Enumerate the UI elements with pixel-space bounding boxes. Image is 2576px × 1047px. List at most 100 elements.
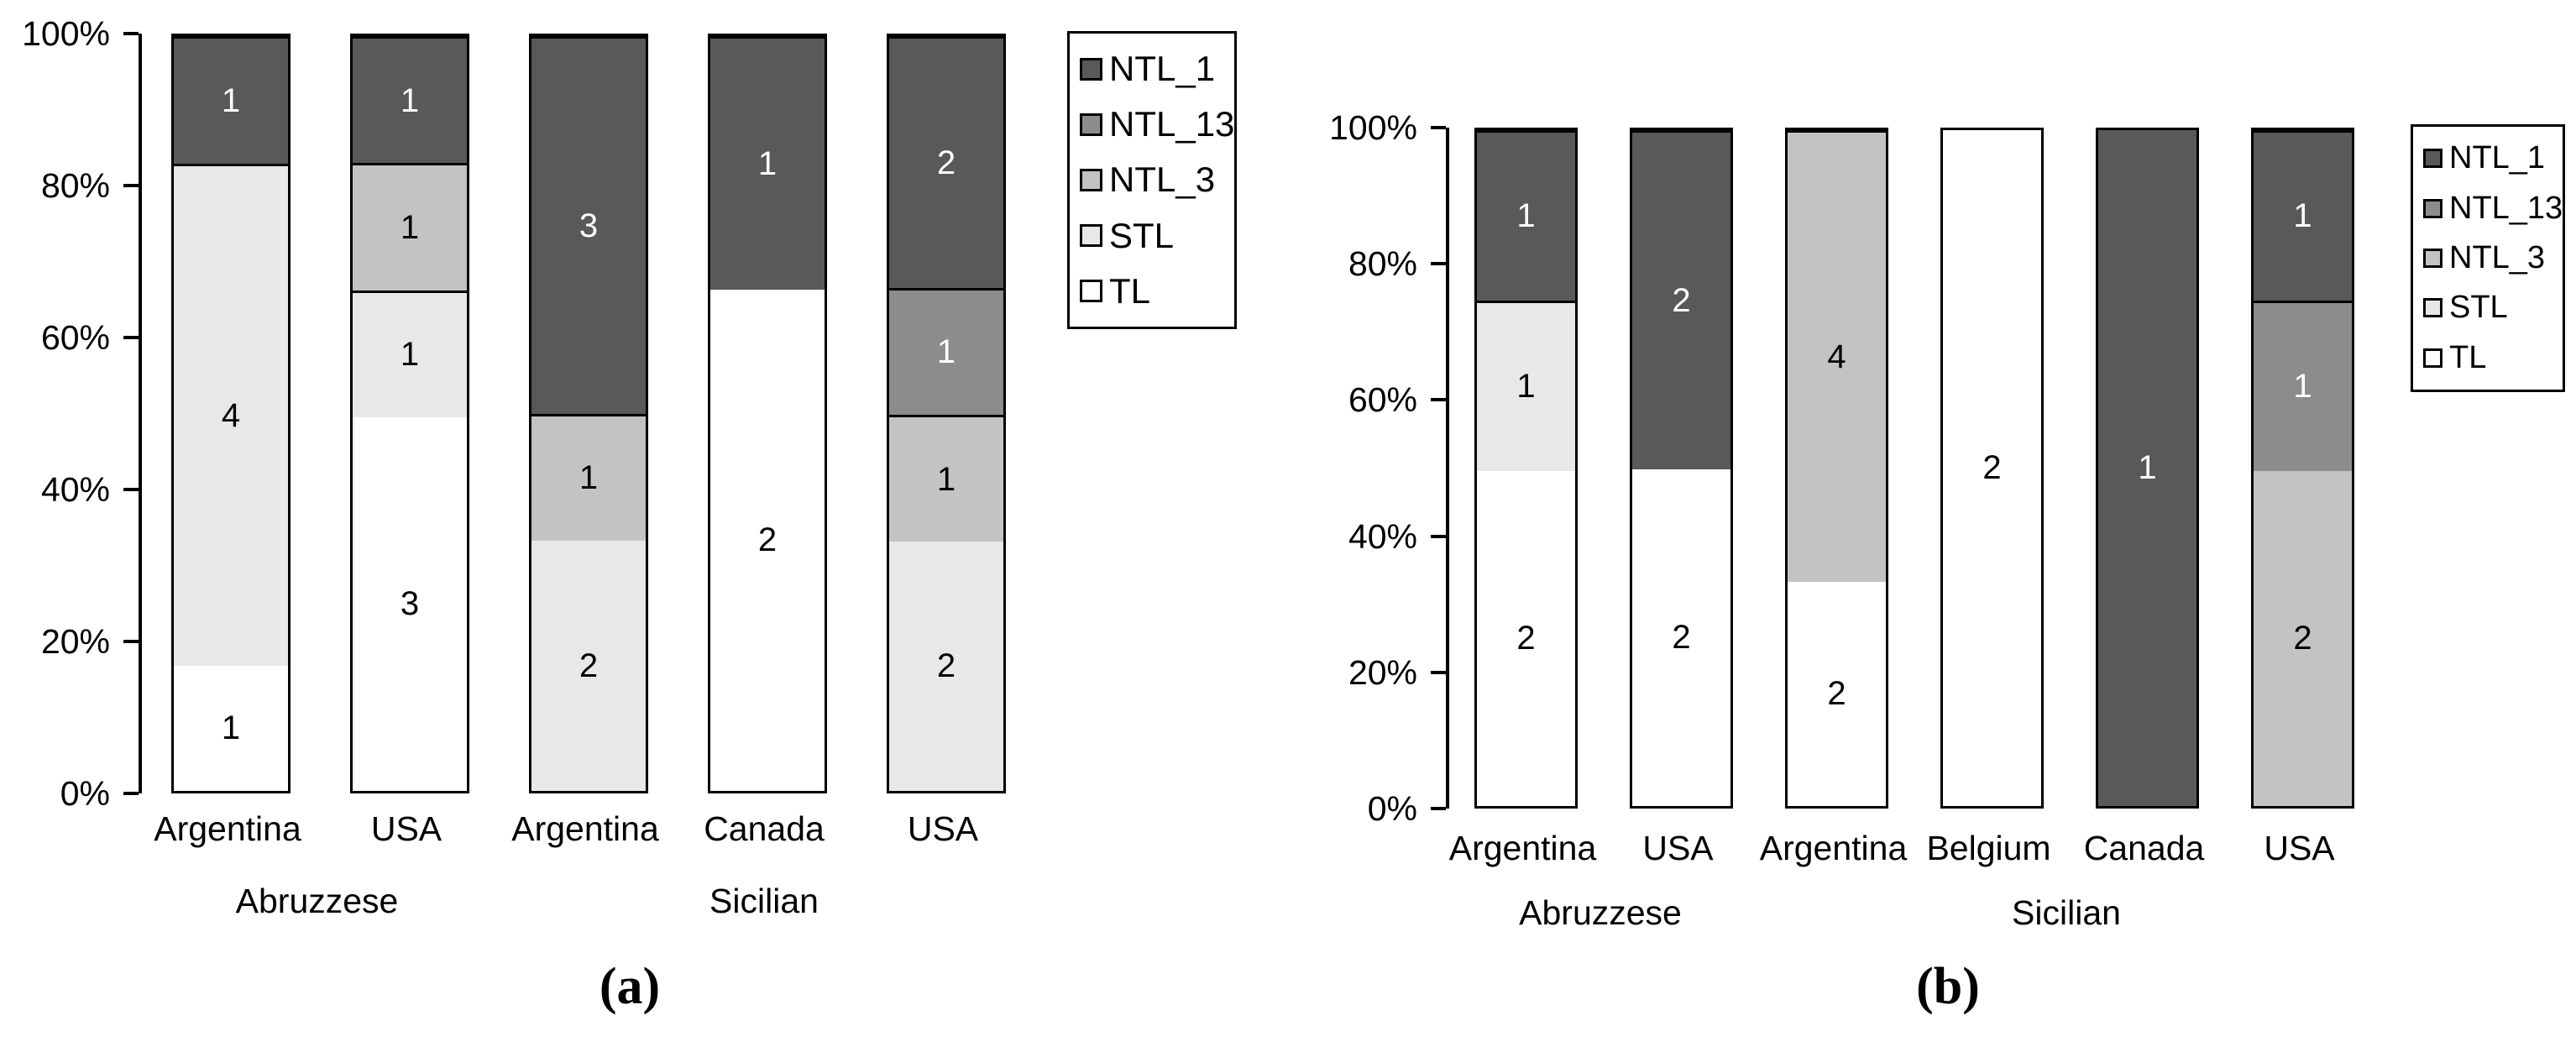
legend-item-NTL_13: NTL_13	[1080, 104, 1234, 144]
y-axis-tick	[1431, 534, 1446, 538]
legend-label: NTL_3	[1109, 160, 1216, 200]
segment-NTL_3: 2	[2254, 470, 2352, 806]
segment-NTL_1: 1	[1477, 130, 1575, 301]
segment-value-label: 2	[579, 647, 599, 684]
legend-item-NTL_1: NTL_1	[2423, 140, 2563, 176]
chart-b: 2 1 1 2 2 2 4 2 1 2 1 1 0% 20% 40% 60% 80% 100% Argentina U…	[1293, 0, 2576, 1047]
segment-NTL_3: 1	[889, 415, 1003, 542]
segment-value-label: 1	[1516, 368, 1536, 406]
x-category-label-argentina: Argentina	[1759, 829, 1908, 867]
segment-value-label: 2	[936, 144, 956, 181]
y-tick-label: 20%	[40, 622, 110, 661]
legend-label: NTL_1	[2449, 140, 2546, 176]
segment-value-label: 2	[1516, 619, 1536, 657]
legend-label: NTL_13	[2449, 190, 2563, 226]
segment-value-label: 2	[1672, 282, 1691, 319]
caption-a: (a)	[599, 958, 661, 1015]
legend-item-STL: STL	[2423, 290, 2563, 326]
segment-STL: 1	[1477, 300, 1575, 471]
y-axis-tick	[1431, 126, 1446, 129]
y-tick-label: 60%	[40, 318, 110, 357]
group-label-sicilian: Sicilian	[2012, 893, 2121, 932]
x-category-label-usa: USA	[2264, 829, 2335, 867]
bar-usa-4: 2 1 1 2	[887, 34, 1006, 793]
legend-item-NTL_1: NTL_1	[1080, 49, 1234, 89]
legend-label: STL	[1109, 215, 1175, 255]
y-axis-tick	[123, 488, 139, 491]
y-tick-label: 60%	[1348, 380, 1417, 420]
segment-value-label: 4	[221, 397, 241, 434]
chart-a: 1 4 1 3 1 1 1 2 1 3 2 1 2 1 1 2 0% 20% 40% 60% 80% 100% Argent…	[22, 14, 1237, 920]
y-axis-tick	[1431, 670, 1446, 674]
y-tick-label: 0%	[1367, 789, 1417, 828]
y-tick-label: 80%	[1348, 244, 1417, 284]
segment-TL: 1	[174, 666, 288, 791]
legend-swatch-NTL_1	[1080, 57, 1102, 81]
segment-NTL_1: 1	[2254, 130, 2352, 301]
y-axis-tick	[123, 184, 139, 187]
y-tick-label: 80%	[40, 166, 110, 205]
legend-swatch-NTL_13	[1080, 113, 1102, 136]
x-category-label-canada: Canada	[704, 809, 825, 848]
bar-belgium-3: 2	[1940, 128, 2044, 809]
segment-value-label: 2	[757, 521, 778, 558]
segment-value-label: 1	[2138, 449, 2157, 486]
segment-NTL_1: 1	[2098, 130, 2196, 806]
segment-STL: 1	[353, 290, 467, 417]
x-category-label-argentina: Argentina	[511, 809, 659, 848]
bar-argentina-0: 2 1 1	[1474, 128, 1578, 809]
segment-NTL_1: 3	[531, 36, 646, 414]
segment-value-label: 1	[400, 209, 420, 246]
segment-STL: 2	[889, 542, 1003, 791]
bar-argentina-0: 1 4 1	[171, 34, 291, 793]
segment-NTL_3: 1	[531, 413, 646, 542]
y-axis-tick	[1431, 262, 1446, 266]
segment-value-label: 1	[221, 81, 241, 119]
legend-box: NTL_1 NTL_13 NTL_3 STL TL	[2411, 124, 2565, 392]
segment-NTL_1: 1	[710, 36, 825, 290]
y-axis-tick	[123, 640, 139, 643]
legend-label: TL	[1109, 270, 1151, 311]
segment-value-label: 1	[400, 336, 420, 374]
segment-value-label: 3	[400, 585, 420, 622]
y-tick-label: 0%	[60, 774, 110, 813]
segment-TL: 3	[353, 417, 467, 791]
y-tick-label: 100%	[1329, 108, 1417, 147]
legend-item-NTL_13: NTL_13	[2423, 191, 2563, 227]
segment-value-label: 1	[1516, 197, 1536, 235]
legend-item-NTL_3: NTL_3	[2423, 240, 2563, 276]
segment-STL: 4	[174, 163, 288, 667]
bar-canada-4: 1	[2096, 128, 2199, 809]
y-axis-tick	[123, 792, 139, 795]
caption-b: (b)	[1916, 958, 1980, 1015]
segment-value-label: 1	[221, 709, 241, 747]
legend-item-NTL_3: NTL_3	[1080, 160, 1234, 200]
legend-swatch-NTL_3	[2423, 248, 2442, 268]
legend-label: STL	[2449, 290, 2508, 326]
segment-value-label: 1	[936, 460, 956, 498]
y-axis-tick	[1431, 398, 1446, 402]
legend-swatch-STL	[1080, 224, 1102, 248]
segment-value-label: 2	[1982, 449, 2002, 486]
y-tick-label: 20%	[1348, 652, 1417, 692]
y-axis-tick	[123, 32, 139, 35]
legend-label: TL	[2449, 339, 2487, 375]
segment-NTL_3: 1	[353, 163, 467, 291]
y-tick-label: 40%	[40, 470, 110, 509]
legend-swatch-NTL_13	[2423, 198, 2442, 218]
segment-TL: 2	[710, 289, 825, 791]
bar-usa-5: 2 1 1	[2251, 128, 2354, 809]
segment-STL: 2	[531, 541, 646, 791]
segment-NTL_1: 2	[889, 36, 1003, 288]
segment-value-label: 1	[579, 459, 599, 497]
segment-NTL_13: 1	[2254, 300, 2352, 471]
segment-value-label: 1	[757, 144, 778, 182]
legend-swatch-STL	[2423, 298, 2442, 318]
segment-TL: 2	[1943, 130, 2041, 806]
group-label-abruzzese: Abruzzese	[1519, 893, 1682, 932]
segment-TL: 2	[1632, 469, 1730, 806]
